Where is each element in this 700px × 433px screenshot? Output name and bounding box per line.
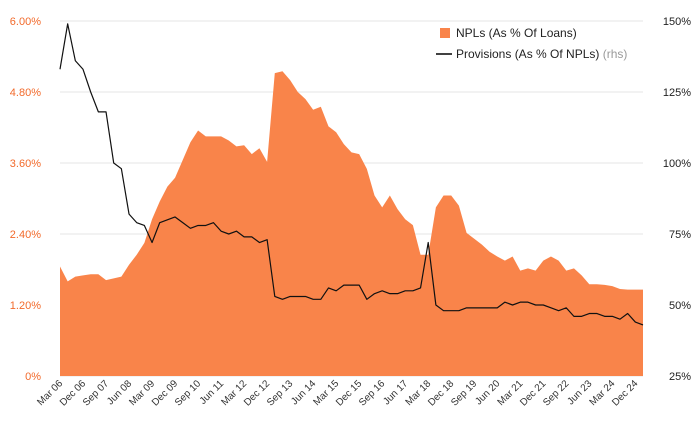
y-left-tick-label: 0% bbox=[25, 371, 41, 383]
legend: NPLs (As % Of Loans) Provisions (As % Of… bbox=[436, 26, 627, 61]
y-right-tick-label: 100% bbox=[663, 158, 691, 170]
y-right-tick-label: 150% bbox=[663, 16, 691, 28]
x-tick-label: Sep 07 bbox=[81, 378, 111, 408]
y-left-tick-label: 3.60% bbox=[10, 158, 41, 170]
y-left-tick-label: 2.40% bbox=[10, 229, 41, 241]
y-right-tick-label: 50% bbox=[669, 300, 691, 312]
x-tick-label: Sep 13 bbox=[265, 378, 295, 408]
x-tick-label: Dec 24 bbox=[610, 378, 640, 408]
provisions-line-layer bbox=[59, 23, 644, 326]
y-right-tick-label: 25% bbox=[669, 371, 691, 383]
legend-label-npl: NPLs (As % Of Loans) bbox=[456, 26, 577, 40]
y-left-tick-label: 6.00% bbox=[10, 16, 41, 28]
npl-area-layer bbox=[60, 71, 643, 376]
legend-swatch-npl bbox=[440, 28, 450, 38]
legend-label-provisions-suffix: (rhs) bbox=[603, 47, 628, 61]
x-tick-label: Sep 19 bbox=[449, 378, 479, 408]
y-left-tick-label: 1.20% bbox=[10, 300, 41, 312]
y-right-tick-label: 125% bbox=[663, 87, 691, 99]
left-y-axis: 0% 1.20% 2.40% 3.60% 4.80% 6.00% bbox=[10, 16, 41, 383]
right-y-axis: 25% 50% 75% 100% 125% 150% bbox=[663, 16, 691, 383]
provisions-line bbox=[59, 23, 644, 326]
x-tick-label: Sep 10 bbox=[173, 378, 203, 408]
y-left-tick-label: 4.80% bbox=[10, 87, 41, 99]
npl-area bbox=[60, 71, 643, 376]
legend-label-provisions-name: Provisions (As % Of NPLs) bbox=[456, 47, 599, 61]
x-tick-label: Sep 16 bbox=[357, 378, 387, 408]
x-tick-label: Sep 22 bbox=[541, 378, 571, 408]
y-right-tick-label: 75% bbox=[669, 229, 691, 241]
legend-label-provisions: Provisions (As % Of NPLs) (rhs) bbox=[456, 47, 627, 61]
